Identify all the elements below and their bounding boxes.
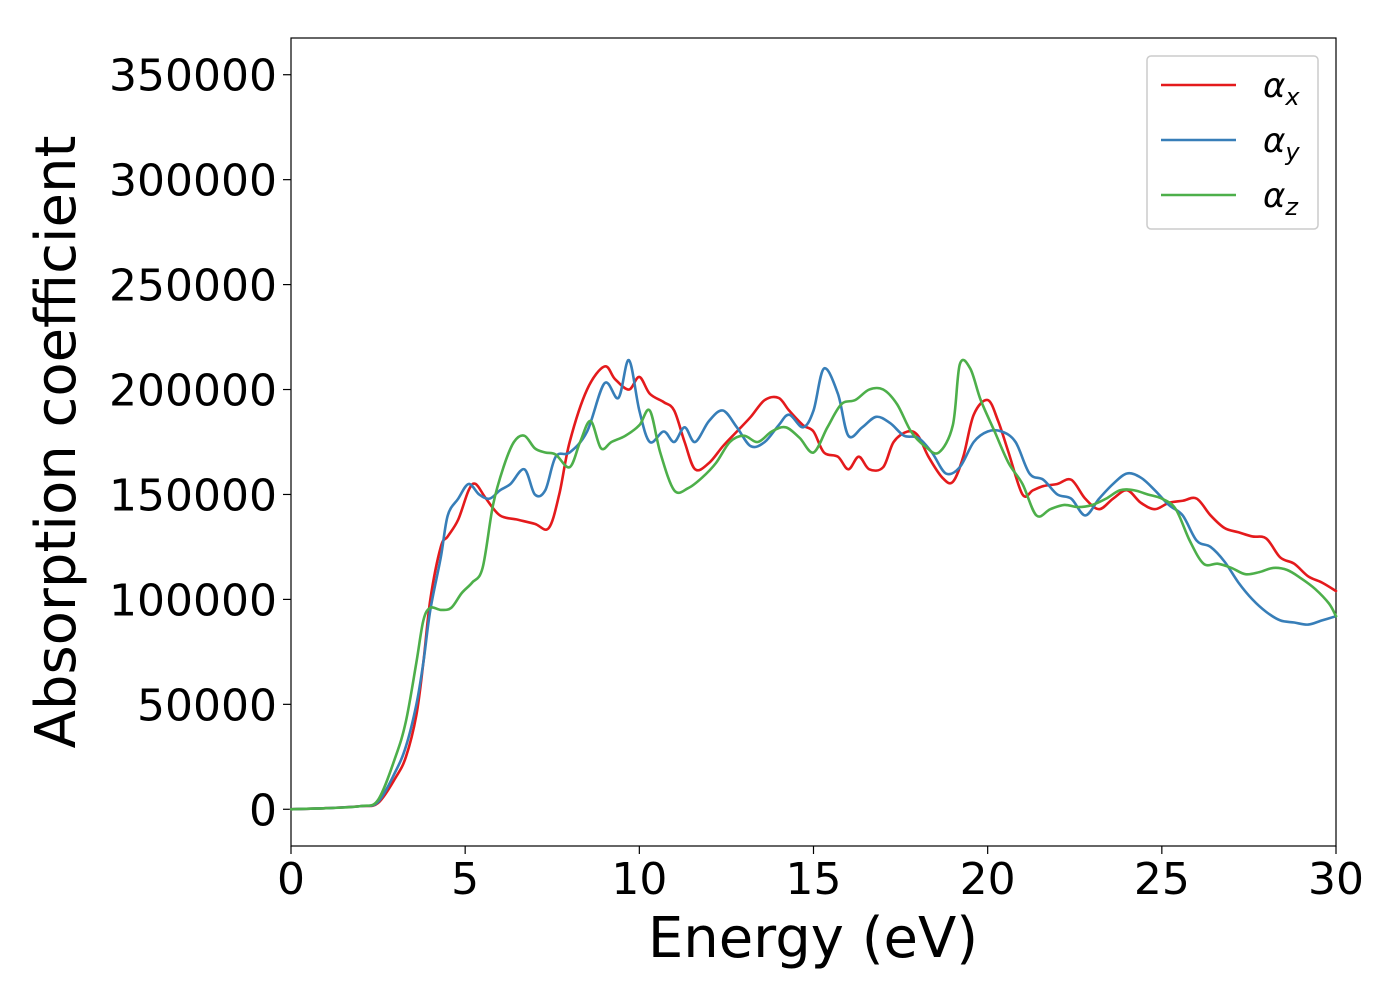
y-tick-label: 200000 (109, 366, 277, 417)
legend-box (1146, 55, 1319, 230)
x-tick-label: 5 (451, 854, 479, 905)
series-line-y (289, 358, 1338, 811)
series-line-z (289, 358, 1338, 811)
legend-label-main: α (1263, 121, 1285, 161)
x-tick-label: 20 (960, 854, 1016, 905)
series-line-x (289, 365, 1338, 811)
y-tick-label: 350000 (109, 51, 277, 102)
y-tick-label: 0 (249, 785, 277, 836)
y-tick-label: 50000 (137, 680, 277, 731)
legend-label-sub: z (1284, 193, 1299, 221)
legend-label-main: α (1263, 66, 1285, 106)
x-tick-label: 0 (277, 854, 305, 905)
legend-label-sub: y (1284, 138, 1300, 166)
x-tick-label: 15 (786, 854, 842, 905)
legend-label-x: αx (1263, 66, 1300, 111)
y-axis: 0 50000 100000 150000 200000 250000 300000 3500… (109, 51, 291, 836)
legend-label-main: α (1263, 176, 1285, 216)
x-axis-title: Energy (eV) (648, 906, 978, 971)
legend-label-y: αy (1263, 121, 1300, 166)
y-tick-label: 300000 (109, 156, 277, 207)
x-tick-label: 30 (1308, 854, 1364, 905)
x-tick-label: 10 (611, 854, 667, 905)
x-axis: 0 5 10 15 20 25 30 (277, 846, 1364, 905)
x-tick-label: 25 (1134, 854, 1190, 905)
y-axis-title: Absorption coefficient (24, 136, 89, 749)
legend-label-z: αz (1263, 176, 1299, 221)
legend-label-sub: x (1284, 83, 1300, 111)
series-lines (289, 358, 1338, 811)
y-tick-label: 100000 (109, 575, 277, 626)
y-tick-label: 150000 (109, 470, 277, 521)
y-tick-label: 250000 (109, 261, 277, 312)
